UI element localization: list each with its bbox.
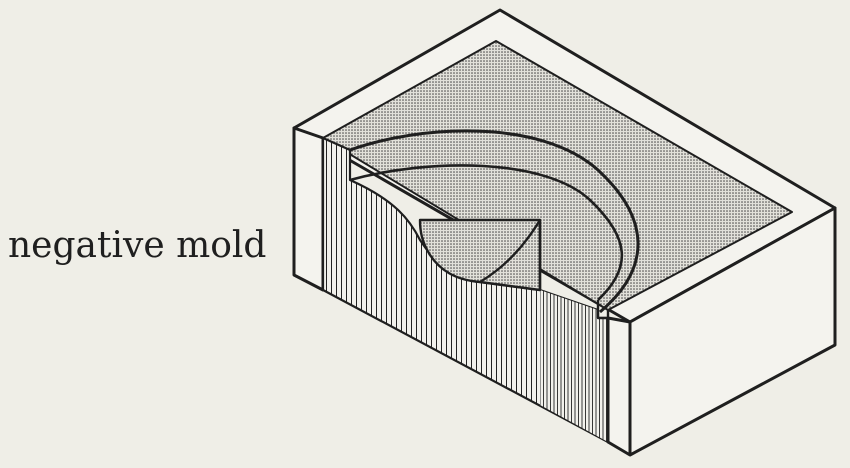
cavity-notch	[596, 300, 610, 320]
cone-edge	[479, 219, 542, 284]
cavity-outer-arc	[349, 129, 640, 314]
caption-label: negative mold	[8, 225, 267, 266]
mold-left-wall	[292, 126, 325, 292]
cavity-inner-arc	[349, 164, 624, 301]
cone-recess	[418, 218, 542, 292]
cut-section-face-front	[540, 290, 608, 442]
